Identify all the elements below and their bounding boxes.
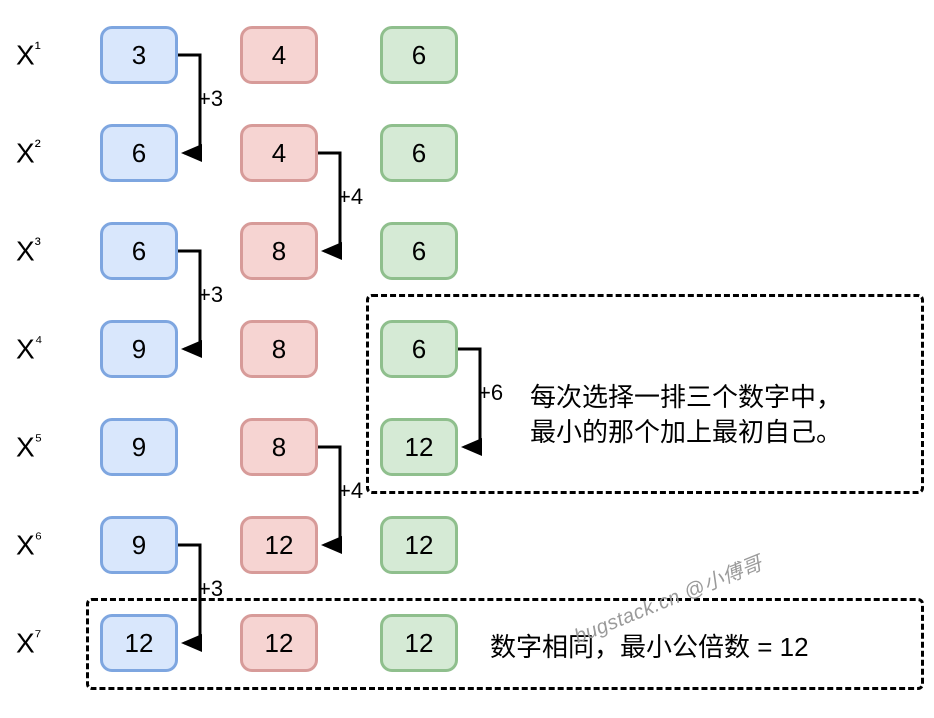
cell-red-3: 8	[240, 222, 318, 280]
cell-green-5: 12	[380, 418, 458, 476]
result-note: 数字相同，最小公倍数 = 12	[490, 630, 809, 665]
arrow-label-1: +3	[198, 86, 223, 112]
explanation-line1: 每次选择一排三个数字中，	[530, 382, 842, 412]
arrow-5	[318, 447, 340, 545]
cell-blue-2: 6	[100, 124, 178, 182]
arrow-label-5: +4	[338, 478, 363, 504]
arrow-3	[178, 251, 200, 349]
row-label-1: X¹	[16, 38, 41, 71]
row-label-4: X⁴	[16, 332, 42, 365]
cell-green-4: 6	[380, 320, 458, 378]
cell-blue-1: 3	[100, 26, 178, 84]
row-label-6: X⁶	[16, 528, 42, 561]
cell-green-3: 6	[380, 222, 458, 280]
cell-blue-5: 9	[100, 418, 178, 476]
row-label-3: X³	[16, 234, 41, 267]
arrow-label-2: +4	[338, 184, 363, 210]
cell-red-2: 4	[240, 124, 318, 182]
row-label-2: X²	[16, 136, 41, 169]
cell-green-1: 6	[380, 26, 458, 84]
cell-red-1: 4	[240, 26, 318, 84]
cell-blue-7: 12	[100, 614, 178, 672]
row-label-5: X⁵	[16, 430, 42, 463]
explanation-note: 每次选择一排三个数字中， 最小的那个加上最初自己。	[530, 380, 842, 450]
explanation-line2: 最小的那个加上最初自己。	[530, 417, 842, 447]
cell-green-6: 12	[380, 516, 458, 574]
row-label-7: X⁷	[16, 626, 41, 659]
arrow-1	[178, 55, 200, 153]
cell-blue-3: 6	[100, 222, 178, 280]
cell-red-5: 8	[240, 418, 318, 476]
cell-red-4: 8	[240, 320, 318, 378]
cell-green-2: 6	[380, 124, 458, 182]
arrow-label-4: +6	[478, 380, 503, 406]
arrow-label-3: +3	[198, 282, 223, 308]
cell-blue-4: 9	[100, 320, 178, 378]
cell-red-6: 12	[240, 516, 318, 574]
cell-red-7: 12	[240, 614, 318, 672]
cell-blue-6: 9	[100, 516, 178, 574]
diagram-canvas: 每次选择一排三个数字中， 最小的那个加上最初自己。 数字相同，最小公倍数 = 1…	[0, 0, 934, 718]
arrow-label-6: +3	[198, 576, 223, 602]
cell-green-7: 12	[380, 614, 458, 672]
arrow-2	[318, 153, 340, 251]
